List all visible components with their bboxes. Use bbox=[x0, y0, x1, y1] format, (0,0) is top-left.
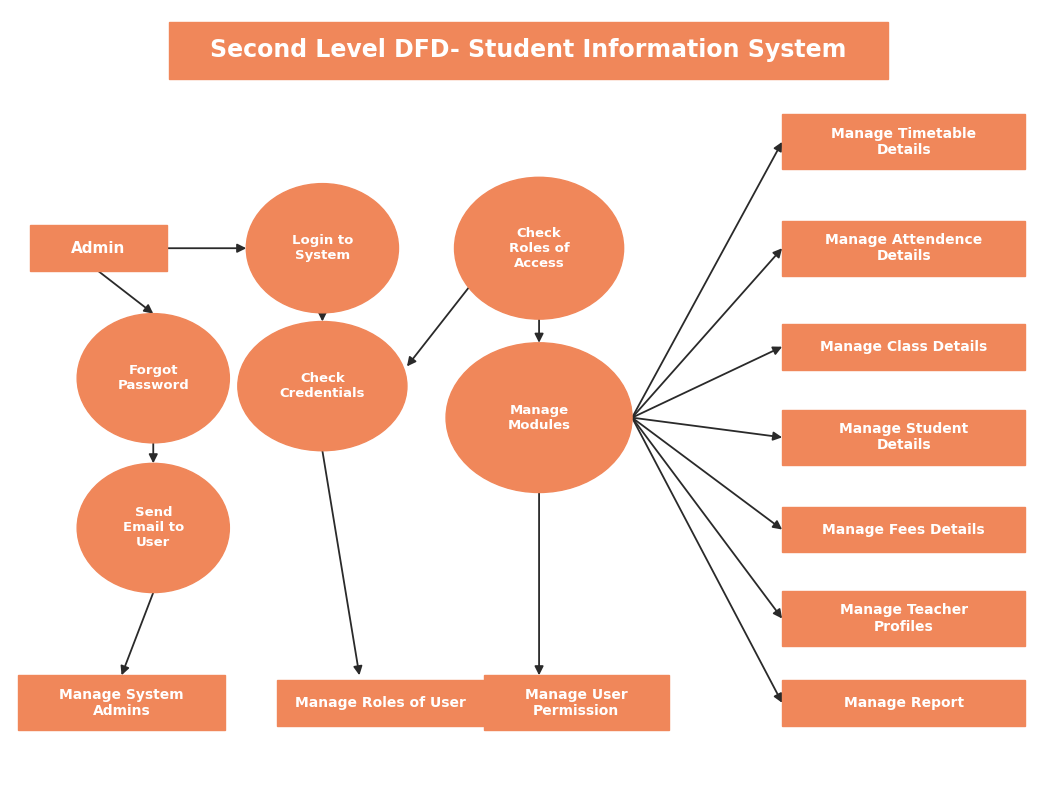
FancyBboxPatch shape bbox=[30, 225, 167, 271]
FancyBboxPatch shape bbox=[782, 410, 1025, 465]
Ellipse shape bbox=[446, 343, 632, 492]
FancyBboxPatch shape bbox=[277, 680, 483, 726]
Ellipse shape bbox=[238, 322, 407, 451]
Ellipse shape bbox=[455, 177, 624, 319]
Text: Manage Timetable
Details: Manage Timetable Details bbox=[831, 127, 977, 157]
Ellipse shape bbox=[77, 314, 229, 443]
Text: Second Level DFD- Student Information System: Second Level DFD- Student Information Sy… bbox=[210, 39, 847, 62]
Ellipse shape bbox=[77, 463, 229, 593]
Text: Manage User
Permission: Manage User Permission bbox=[524, 688, 628, 718]
Text: Manage Student
Details: Manage Student Details bbox=[839, 422, 968, 452]
FancyBboxPatch shape bbox=[782, 221, 1025, 276]
FancyBboxPatch shape bbox=[19, 675, 225, 730]
Text: Login to
System: Login to System bbox=[292, 234, 353, 262]
FancyBboxPatch shape bbox=[782, 591, 1025, 646]
FancyBboxPatch shape bbox=[782, 114, 1025, 169]
Text: Check
Credentials: Check Credentials bbox=[280, 372, 365, 400]
FancyBboxPatch shape bbox=[782, 324, 1025, 370]
FancyBboxPatch shape bbox=[169, 22, 888, 79]
Text: Forgot
Password: Forgot Password bbox=[117, 364, 189, 392]
Ellipse shape bbox=[246, 184, 398, 313]
FancyBboxPatch shape bbox=[782, 680, 1025, 726]
Text: Manage System
Admins: Manage System Admins bbox=[59, 688, 184, 718]
Text: Manage
Modules: Manage Modules bbox=[507, 403, 571, 432]
Text: Manage Teacher
Profiles: Manage Teacher Profiles bbox=[839, 604, 968, 634]
Text: Manage Class Details: Manage Class Details bbox=[820, 340, 987, 354]
FancyBboxPatch shape bbox=[484, 675, 669, 730]
Text: Check
Roles of
Access: Check Roles of Access bbox=[508, 227, 570, 269]
FancyBboxPatch shape bbox=[782, 507, 1025, 552]
Text: Manage Roles of User: Manage Roles of User bbox=[295, 696, 466, 710]
Text: Admin: Admin bbox=[71, 240, 126, 256]
Text: Send
Email to
User: Send Email to User bbox=[123, 507, 184, 549]
Text: Manage Fees Details: Manage Fees Details bbox=[822, 522, 985, 537]
Text: Manage Report: Manage Report bbox=[843, 696, 964, 710]
Text: Manage Attendence
Details: Manage Attendence Details bbox=[826, 233, 982, 263]
